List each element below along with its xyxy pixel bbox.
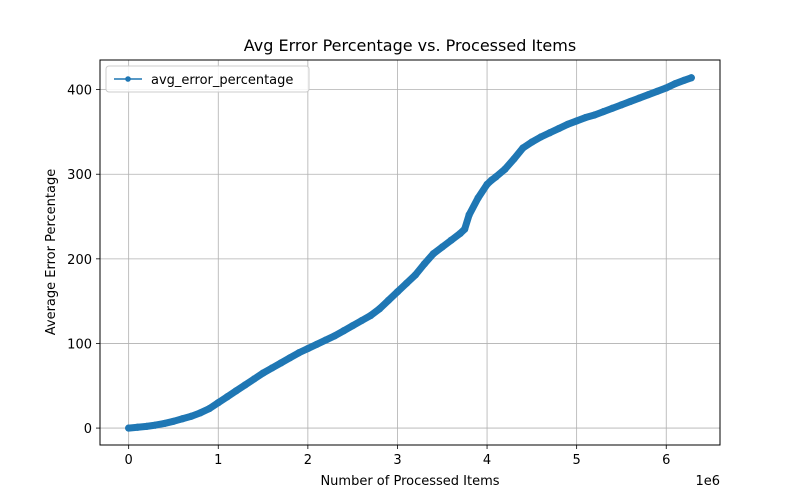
data-point (429, 250, 437, 258)
data-point (590, 111, 599, 119)
x-tick-label: 4 (483, 453, 491, 468)
x-axis-label: Number of Processed Items (320, 474, 499, 489)
data-point (366, 311, 375, 320)
data-point (125, 424, 133, 432)
data-point (519, 144, 527, 152)
y-axis: 0 100 200 300 400 (67, 84, 100, 437)
x-tick-label: 1 (214, 453, 222, 468)
data-point (295, 349, 303, 357)
y-tick-label: 200 (67, 253, 92, 268)
data-point (564, 120, 572, 128)
data-point (546, 129, 554, 137)
x-tick-label: 5 (573, 453, 581, 468)
data-point (286, 354, 294, 362)
data-point (599, 108, 608, 116)
data-point (492, 173, 500, 181)
data-point (456, 229, 464, 238)
x-axis: 0 1 2 3 4 5 6 (125, 445, 670, 468)
data-point (626, 97, 635, 106)
data-point (461, 225, 469, 233)
data-point (680, 76, 688, 84)
series-layer (125, 74, 695, 432)
data-point (340, 327, 348, 335)
plot-area (99, 59, 721, 446)
y-tick-label: 0 (84, 422, 92, 437)
data-point (375, 305, 384, 313)
legend: avg_error_percentage (105, 65, 310, 93)
plot-frame (99, 59, 721, 446)
data-point (196, 409, 204, 417)
data-point (644, 91, 652, 99)
data-point (384, 296, 393, 304)
data-point (617, 101, 626, 109)
x-tick-label: 0 (125, 453, 133, 468)
data-point (349, 322, 357, 330)
data-point (169, 417, 178, 425)
data-point (277, 359, 285, 367)
data-point (250, 375, 258, 383)
grid-layer (100, 60, 720, 445)
data-point (241, 381, 249, 389)
data-point (528, 138, 536, 146)
data-point (438, 243, 446, 251)
data-point (331, 332, 339, 340)
data-point (134, 423, 142, 431)
data-point (205, 405, 213, 413)
data-point (259, 369, 267, 377)
data-point (322, 336, 330, 344)
data-point (304, 344, 312, 353)
data-point (465, 211, 473, 219)
data-point (358, 317, 366, 325)
data-point (474, 194, 482, 202)
data-point (635, 94, 643, 102)
legend-box (105, 65, 310, 93)
data-point (313, 340, 321, 348)
data-point (232, 387, 240, 395)
data-point (447, 236, 455, 244)
x-tick-label: 2 (304, 453, 312, 468)
data-point (671, 80, 679, 88)
data-point (501, 165, 509, 173)
data-point (555, 124, 563, 133)
data-point (420, 260, 428, 268)
data-point (608, 104, 617, 112)
data-point (653, 87, 661, 95)
data-point (411, 271, 419, 279)
data-point (483, 180, 491, 188)
data-point (510, 155, 518, 163)
plot-background (100, 60, 720, 445)
y-axis-label: Average Error Percentage (44, 169, 59, 335)
data-point (214, 399, 222, 407)
chart-title: Avg Error Percentage vs. Processed Items (244, 36, 576, 55)
x-tick-label: 3 (393, 453, 401, 468)
data-point (402, 279, 411, 287)
data-point (223, 393, 231, 401)
data-point (582, 113, 590, 122)
x-axis-offset-label: 1e6 (695, 474, 720, 489)
data-point (151, 421, 160, 429)
data-point (142, 422, 151, 430)
legend-entry-avg-error-percentage: avg_error_percentage (151, 73, 293, 88)
data-point (160, 419, 169, 428)
data-point (537, 133, 545, 141)
x-tick-label: 6 (662, 453, 670, 468)
y-tick-label: 100 (67, 337, 92, 352)
legend-marker-swatch (125, 76, 131, 82)
data-point (187, 412, 195, 420)
data-point (662, 84, 670, 92)
data-point (393, 288, 402, 296)
y-tick-label: 300 (67, 168, 92, 183)
data-point (268, 364, 276, 372)
data-point (687, 74, 695, 82)
data-point (178, 415, 187, 423)
y-tick-label: 400 (67, 84, 92, 99)
data-point (573, 117, 581, 125)
